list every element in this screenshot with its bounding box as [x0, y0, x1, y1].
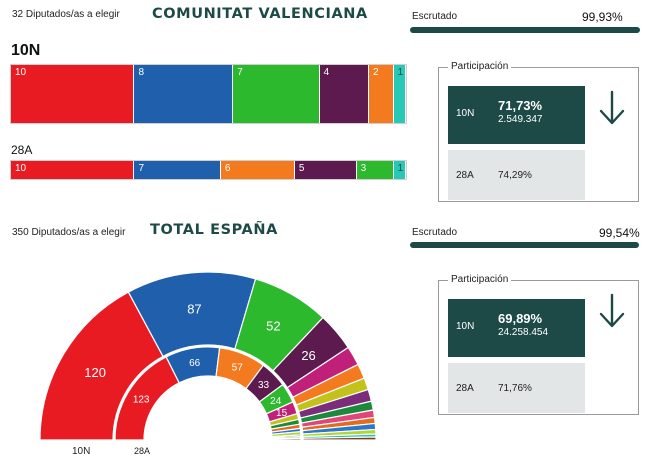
hemicycle-10n-slice-label: 87 [187, 302, 201, 317]
valencia-participacion-10n-row: 10N 71,73% 2.549.347 [448, 86, 585, 144]
valencia-p10n-pct: 71,73% [498, 98, 543, 113]
espana-participacion-panel: Participación 10N 69,89% 24.258.454 28A … [438, 274, 639, 415]
arrow-down-icon [599, 90, 625, 125]
valencia-row-10n-label: 10N [11, 42, 41, 59]
valencia-28a-bar-segment-label: 3 [360, 163, 367, 174]
hemicycle-28a-label: 28A [134, 446, 151, 456]
valencia-escrutado-label: Escrutado [412, 11, 458, 22]
valencia-participacion-panel: Participación 10N 71,73% 2.549.347 28A 7… [438, 61, 639, 202]
espana-participacion-10n-row: 10N 69,89% 24.258.454 [448, 299, 585, 357]
valencia-p10n-label: 10N [456, 108, 475, 119]
valencia-p28a-label: 28A [456, 170, 474, 181]
espana-p10n-votes: 24.258.454 [498, 327, 549, 338]
espana-title: TOTAL ESPAÑA [150, 222, 278, 238]
valencia-28a-bar-segment: 6 [220, 161, 295, 179]
hemicycle-10n-slice-label: 52 [266, 318, 280, 333]
valencia-10n-bar-segment-label: 4 [323, 67, 330, 78]
valencia-28a-bar-segment: 7 [134, 161, 221, 179]
hemicycle-28a-slice [271, 437, 302, 441]
valencia-participacion-28a-row: 28A 74,29% [448, 150, 585, 200]
hemicycle-10n-slice [302, 436, 377, 441]
valencia-28a-bar-segment: 10 [11, 161, 135, 179]
valencia-28a-bar-segment-label: 6 [224, 163, 231, 174]
valencia-10n-bar-segment: 7 [233, 65, 320, 123]
valencia-28a-bar-segment: 5 [294, 161, 357, 179]
hemicycle-28a-slice-label: 123 [133, 394, 150, 405]
hemicycle-28a-slice-label: 33 [258, 380, 270, 391]
espana-participacion-28a-row: 28A 71,76% [448, 363, 585, 413]
valencia-p10n-votes: 2.549.347 [498, 114, 543, 125]
valencia-10n-bar-segment: 10 [11, 65, 135, 123]
espana-p10n-label: 10N [456, 321, 475, 332]
valencia-row-28a-label: 28A [11, 143, 33, 157]
valencia-p28a-pct: 74,29% [498, 170, 532, 181]
espana-p28a-pct: 71,76% [498, 383, 532, 394]
espana-p10n-pct: 69,89% [498, 311, 543, 326]
espana-escrutado-value: 99,54% [599, 226, 640, 240]
espana-p28a-label: 28A [456, 383, 474, 394]
hemicycle-28a-slice-label: 24 [270, 396, 282, 407]
valencia-10n-seats-bar: 10 8 7 4 2 1 [10, 64, 407, 124]
valencia-10n-bar-segment-label: 2 [372, 67, 379, 78]
valencia-seats-text: 32 Diputados/as a elegir [12, 9, 120, 20]
hemicycle-28a-slice-label: 66 [189, 358, 201, 369]
espana-seats-text: 350 Diputados/as a elegir [12, 227, 126, 238]
espana-escrutado-label: Escrutado [412, 227, 458, 238]
hemicycle-10n-slice-label: 26 [301, 348, 315, 363]
valencia-10n-bar-segment: 4 [319, 65, 369, 123]
valencia-28a-bar-segment-label: 5 [298, 163, 305, 174]
valencia-10n-bar-segment-label: 10 [15, 67, 27, 78]
arrow-down-icon [599, 293, 625, 328]
valencia-28a-bar-segment: 1 [393, 161, 406, 179]
hemicycle-10n-slice-label: 120 [84, 365, 106, 380]
valencia-28a-bar-segment-label: 7 [138, 163, 144, 174]
hemicycle-28a-slice-label: 57 [232, 363, 244, 374]
espana-escrutado-bar [410, 242, 639, 248]
valencia-10n-bar-segment-label: 1 [397, 67, 404, 78]
valencia-10n-bar-segment-label: 8 [138, 67, 144, 78]
valencia-28a-bar-segment-label: 1 [397, 163, 404, 174]
valencia-escrutado-bar [410, 27, 640, 33]
hemicycle-10n-label: 10N [72, 446, 91, 457]
espana-participacion-label: Participación [448, 274, 512, 285]
valencia-10n-bar-segment: 2 [368, 65, 394, 123]
valencia-title: COMUNITAT VALENCIANA [152, 6, 368, 22]
hemicycle-28a-slice-label: 15 [276, 408, 288, 419]
valencia-28a-seats-bar: 10 7 6 5 3 1 [10, 160, 407, 180]
valencia-28a-bar-segment: 3 [356, 161, 394, 179]
valencia-10n-bar-segment: 1 [393, 65, 406, 123]
valencia-28a-bar-segment-label: 10 [15, 163, 27, 174]
valencia-10n-bar-segment-label: 7 [237, 67, 243, 78]
valencia-participacion-label: Participación [448, 61, 512, 72]
valencia-escrutado-value: 99,93% [582, 10, 623, 24]
valencia-10n-bar-segment: 8 [134, 65, 234, 123]
